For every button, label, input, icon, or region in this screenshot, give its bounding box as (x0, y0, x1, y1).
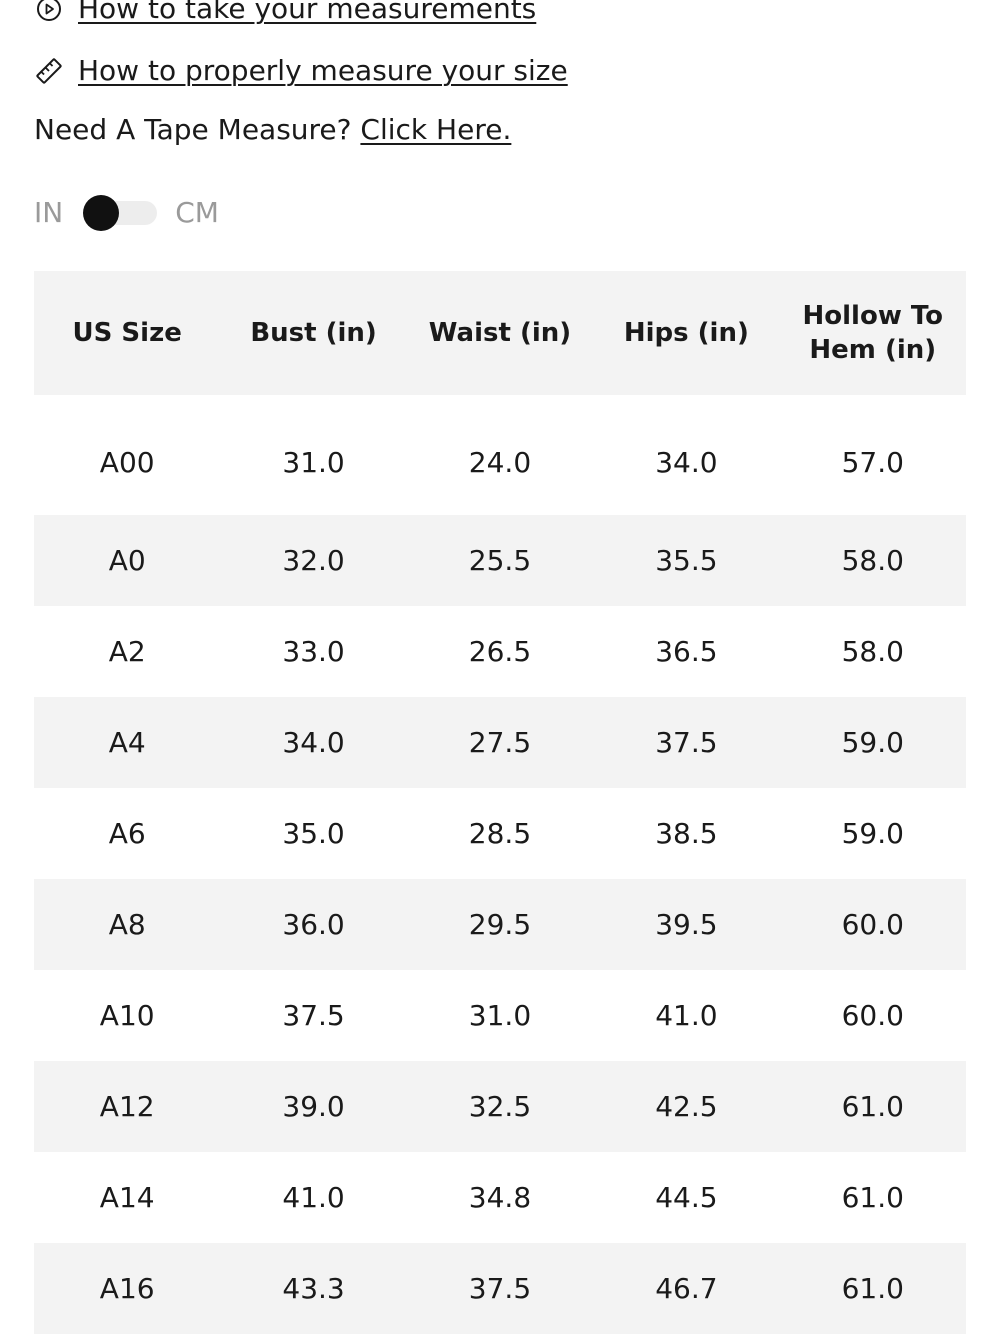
cell-bust: 31.0 (282, 445, 345, 479)
cell-hollow-to-hem: 60.0 (841, 999, 904, 1032)
ruler-icon (34, 56, 64, 86)
header-waist: Waist (in) (406, 271, 594, 395)
cell-waist: 24.0 (468, 445, 532, 479)
measurement-video-link-row[interactable]: How to take your measurements (34, 0, 536, 24)
table-row: A14 41.0 34.8 44.5 61.0 (34, 1152, 966, 1243)
table-row: A00 31.0 24.0 34.0 57.0 (34, 395, 966, 515)
cell-hollow-to-hem: 59.0 (841, 817, 904, 850)
cell-hollow-to-hem: 57.0 (841, 445, 904, 479)
cell-hips: 46.7 (593, 1243, 780, 1334)
play-circle-icon (34, 0, 64, 24)
measure-guide-link-row[interactable]: How to properly measure your size (34, 56, 568, 86)
cell-bust: 32.0 (220, 515, 407, 606)
cell-hips: 35.5 (593, 515, 780, 606)
size-chart-table: US Size Bust (in) Waist (in) Hips (in) H… (34, 271, 966, 1334)
table-row: A2 33.0 26.5 36.5 58.0 (34, 606, 966, 697)
cell-hips: 37.5 (593, 697, 780, 788)
cell-hips: 44.5 (655, 1181, 718, 1214)
cell-waist: 27.5 (406, 697, 594, 788)
tape-measure-prompt: Need A Tape Measure? Click Here. (34, 116, 511, 144)
cell-hollow-to-hem: 61.0 (779, 1243, 966, 1334)
cell-waist: 25.5 (406, 515, 594, 606)
table-row: A6 35.0 28.5 38.5 59.0 (34, 788, 966, 879)
table-row: A0 32.0 25.5 35.5 58.0 (34, 515, 966, 606)
cell-bust: 37.5 (282, 999, 345, 1032)
cell-hips: 41.0 (655, 999, 718, 1032)
header-hips: Hips (in) (593, 271, 780, 395)
unit-cm-label[interactable]: CM (175, 196, 219, 229)
table-header-row: US Size Bust (in) Waist (in) Hips (in) H… (34, 271, 966, 395)
unit-in-label[interactable]: IN (34, 196, 64, 229)
header-bust: Bust (in) (220, 271, 407, 395)
cell-size: A12 (34, 1061, 221, 1152)
cell-waist: 31.0 (468, 999, 532, 1032)
cell-hollow-to-hem: 60.0 (779, 879, 966, 970)
table-row: A4 34.0 27.5 37.5 59.0 (34, 697, 966, 788)
cell-hips: 42.5 (593, 1061, 780, 1152)
cell-size: A10 (99, 999, 155, 1032)
cell-hollow-to-hem: 59.0 (779, 697, 966, 788)
table-row: A8 36.0 29.5 39.5 60.0 (34, 879, 966, 970)
cell-waist: 37.5 (406, 1243, 594, 1334)
table-row: A16 43.3 37.5 46.7 61.0 (34, 1243, 966, 1334)
cell-hollow-to-hem: 61.0 (779, 1061, 966, 1152)
cell-bust: 34.0 (220, 697, 407, 788)
unit-switch-knob[interactable] (83, 194, 120, 231)
cell-size: A14 (99, 1181, 155, 1214)
cell-hips: 39.5 (593, 879, 780, 970)
cell-waist: 32.5 (406, 1061, 594, 1152)
cell-size: A8 (34, 879, 221, 970)
cell-waist: 34.8 (468, 1181, 532, 1214)
cell-hollow-to-hem: 61.0 (841, 1181, 904, 1214)
cell-waist: 28.5 (468, 817, 532, 850)
table-row: A10 37.5 31.0 41.0 60.0 (34, 970, 966, 1061)
unit-toggle[interactable]: IN CM (34, 194, 219, 231)
cell-hollow-to-hem: 58.0 (779, 515, 966, 606)
table-row: A12 39.0 32.5 42.5 61.0 (34, 1061, 966, 1152)
cell-bust: 35.0 (282, 817, 345, 850)
cell-bust: 41.0 (282, 1181, 345, 1214)
cell-size: A4 (34, 697, 221, 788)
cell-waist: 26.5 (468, 635, 532, 668)
measure-guide-link[interactable]: How to properly measure your size (78, 54, 568, 87)
cell-size: A16 (34, 1243, 221, 1334)
measurement-video-link[interactable]: How to take your measurements (78, 0, 537, 25)
tape-measure-link[interactable]: Click Here. (360, 113, 512, 146)
header-hollow-to-hem: Hollow To Hem (in) (779, 271, 966, 395)
cell-hollow-to-hem: 58.0 (841, 635, 904, 668)
header-us-size: US Size (34, 271, 221, 395)
cell-bust: 39.0 (220, 1061, 407, 1152)
cell-bust: 43.3 (220, 1243, 407, 1334)
cell-hips: 36.5 (655, 635, 718, 668)
cell-hips: 38.5 (655, 817, 718, 850)
cell-size: A00 (99, 445, 155, 479)
cell-size: A6 (108, 817, 146, 850)
cell-size: A0 (34, 515, 221, 606)
unit-switch[interactable] (83, 194, 158, 231)
cell-waist: 29.5 (406, 879, 594, 970)
cell-bust: 36.0 (220, 879, 407, 970)
cell-size: A2 (108, 635, 146, 668)
cell-hips: 34.0 (655, 445, 718, 479)
tape-measure-text: Need A Tape Measure? (34, 113, 361, 146)
cell-bust: 33.0 (282, 635, 345, 668)
